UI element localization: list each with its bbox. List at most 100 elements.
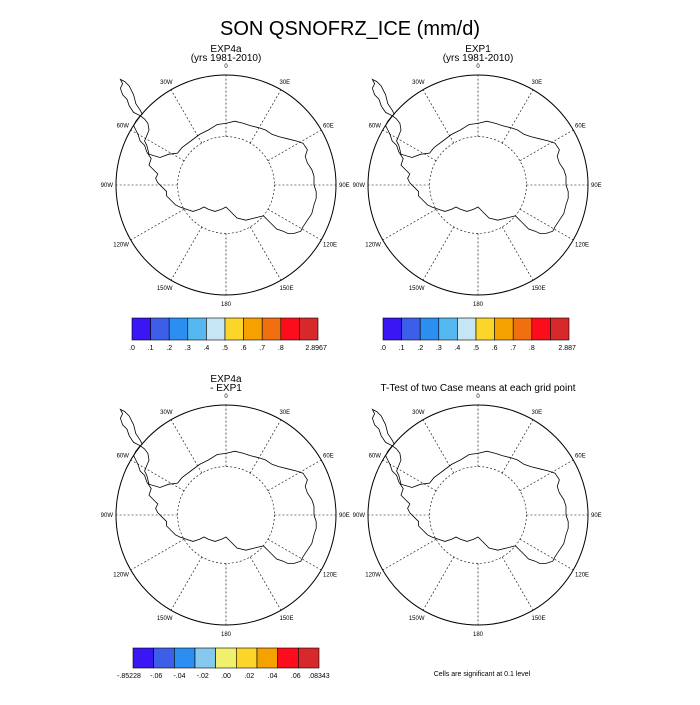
colorbar-label: .4 (454, 345, 460, 352)
meridian-line (170, 419, 203, 474)
colorbar-label: .00 (221, 673, 231, 680)
colorbar-box (194, 647, 216, 669)
colorbar-box (277, 647, 299, 669)
meridian-line (422, 419, 455, 474)
meridian-line (382, 208, 437, 241)
colorbar-box (153, 647, 175, 669)
longitude-label: 60W (117, 454, 130, 460)
map-panel-1: EXP4a(yrs 1981-2010)0 30E 60E 90E 120E 150E 18… (101, 44, 350, 308)
antarctic-peninsula (371, 408, 395, 447)
longitude-label: 90W (353, 513, 366, 519)
colorbar-box (438, 317, 458, 341)
colorbar-label: .02 (244, 673, 254, 680)
colorbar-box (512, 317, 533, 341)
colorbar-label: .8 (278, 345, 284, 352)
antarctica-coastline (133, 115, 317, 234)
colorbar-box (174, 647, 196, 669)
colorbar-box (187, 317, 207, 341)
antarctic-peninsula (119, 78, 143, 117)
latitude-circle (429, 136, 527, 234)
longitude-label: 180 (473, 302, 484, 308)
colorbar-label: .6 (241, 345, 247, 352)
colorbar-box (261, 317, 282, 341)
meridian-line (519, 538, 574, 571)
longitude-label: 0 (476, 394, 480, 400)
colorbar-label: .06 (291, 673, 301, 680)
meridian-line (382, 129, 437, 162)
main-title: SON QSNOFRZ_ICE (mm/d) (220, 18, 480, 40)
longitude-label: 60E (575, 454, 586, 460)
colorbar-box (224, 317, 244, 341)
longitude-label: 30W (412, 410, 425, 416)
colorbar-box (401, 317, 421, 341)
colorbar-label: .1 (399, 345, 405, 352)
meridian-line (519, 129, 574, 162)
meridian-line (249, 226, 282, 281)
longitude-label: 0 (476, 64, 480, 70)
colorbar-label: .1 (148, 345, 154, 352)
colorbar-label: 2.887 (558, 345, 576, 352)
longitude-label: 60E (575, 124, 586, 130)
colorbar-label: .04 (268, 673, 278, 680)
latitude-circle (429, 466, 527, 564)
meridian-line (501, 556, 534, 611)
longitude-label: 180 (221, 632, 232, 638)
meridian-line (249, 89, 282, 144)
longitude-label: 120W (365, 573, 381, 579)
longitude-label: 30E (532, 80, 543, 86)
colorbar-label: .8 (529, 345, 535, 352)
colorbar-label: 2.8967 (305, 345, 327, 352)
longitude-label: 180 (221, 302, 232, 308)
panel-title: EXP1 (465, 44, 491, 55)
antarctic-peninsula (371, 78, 395, 117)
meridian-line (501, 419, 534, 474)
meridian-line (170, 226, 203, 281)
colorbar-label: .0 (380, 345, 386, 352)
meridian-line (130, 459, 185, 492)
colorbar-label: .5 (222, 345, 228, 352)
colorbar-label: .3 (185, 345, 191, 352)
longitude-label: 90E (339, 183, 350, 189)
colorbar-box (236, 647, 258, 669)
colorbar-label: .2 (166, 345, 172, 352)
meridian-line (267, 208, 322, 241)
colorbar-box (131, 317, 151, 341)
antarctica-coastline (385, 115, 569, 234)
map-panel-2: EXP1(yrs 1981-2010)0 30E 60E 90E 120E 150E 180… (353, 44, 602, 308)
longitude-label: 60E (323, 124, 334, 130)
colorbar-box (280, 317, 300, 341)
longitude-label: 150E (280, 286, 294, 292)
longitude-label: 150W (409, 286, 425, 292)
longitude-label: 150W (409, 616, 425, 622)
longitude-label: 60E (323, 454, 334, 460)
longitude-label: 150E (532, 286, 546, 292)
longitude-label: 0 (224, 394, 228, 400)
colorbar-box (457, 317, 477, 341)
meridian-line (519, 208, 574, 241)
colorbar-box (531, 317, 551, 341)
longitude-label: 120E (575, 573, 589, 579)
longitude-label: 60W (369, 454, 382, 460)
meridian-line (267, 538, 322, 571)
colorbar-box (206, 317, 226, 341)
colorbar-label: .7 (259, 345, 265, 352)
longitude-label: 90W (353, 183, 366, 189)
longitude-label: 120W (113, 243, 129, 249)
longitude-label: 180 (473, 632, 484, 638)
longitude-label: 30W (412, 80, 425, 86)
meridian-line (422, 556, 455, 611)
colorbar-label: -.04 (173, 673, 185, 680)
longitude-label: 30E (280, 410, 291, 416)
longitude-label: 90E (591, 513, 602, 519)
colorbar-label: -.02 (197, 673, 209, 680)
meridian-line (422, 89, 455, 144)
colorbar-label: .0 (129, 345, 135, 352)
meridian-line (382, 538, 437, 571)
meridian-line (130, 538, 185, 571)
longitude-label: 150E (280, 616, 294, 622)
longitude-label: 30E (532, 410, 543, 416)
colorbar-label: -.06 (150, 673, 162, 680)
colorbar-box (215, 647, 237, 669)
longitude-label: 90W (101, 513, 114, 519)
